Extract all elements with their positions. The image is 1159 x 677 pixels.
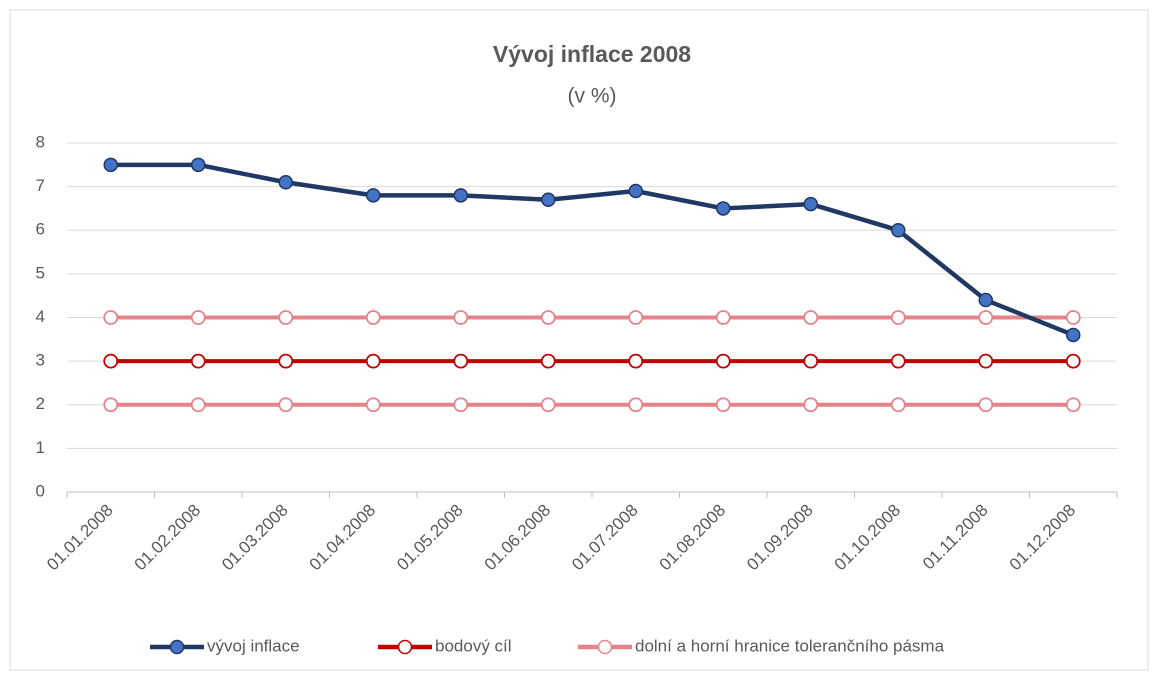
marker (715, 310, 731, 325)
marker (890, 353, 906, 369)
marker (1066, 327, 1081, 343)
y-tick-label: 0 (36, 481, 45, 500)
marker (453, 353, 469, 369)
marker (453, 188, 468, 203)
marker (365, 353, 381, 369)
marker (803, 353, 819, 369)
marker (890, 310, 906, 325)
marker (628, 310, 644, 325)
marker (190, 310, 206, 325)
marker (278, 397, 294, 413)
marker (978, 292, 993, 308)
legend-label: bodový cíl (435, 636, 512, 655)
marker (1065, 353, 1081, 369)
series-line (110, 162, 1075, 338)
marker (278, 353, 294, 369)
marker (891, 223, 906, 238)
marker (453, 310, 469, 325)
marker (715, 397, 731, 413)
y-tick-label: 1 (36, 438, 45, 457)
marker (1065, 310, 1081, 325)
chart-subtitle: (v %) (568, 85, 617, 108)
marker (628, 183, 643, 199)
marker (190, 397, 206, 413)
marker (278, 310, 294, 325)
legend-marker (597, 639, 613, 655)
legend-label: vývoj inflace (207, 636, 300, 655)
marker (1065, 397, 1081, 413)
y-tick-label: 6 (36, 220, 45, 239)
marker (803, 196, 818, 212)
y-tick-label: 7 (36, 176, 45, 195)
marker (628, 353, 644, 369)
y-tick-label: 8 (36, 132, 45, 151)
legend-label: dolní a horní hranice tolerančního pásma (635, 636, 945, 655)
y-tick-label: 4 (36, 307, 45, 326)
y-tick-label: 2 (36, 394, 45, 413)
marker (190, 353, 206, 369)
marker (103, 157, 118, 173)
marker (541, 192, 556, 207)
chart-border (9, 9, 1149, 671)
marker (103, 310, 119, 325)
marker (365, 397, 381, 413)
marker (366, 188, 381, 203)
marker (191, 157, 206, 173)
marker (716, 201, 731, 216)
marker (540, 397, 556, 413)
y-tick-label: 3 (36, 351, 45, 370)
marker (278, 175, 293, 190)
marker (715, 353, 731, 369)
marker (978, 353, 994, 369)
marker (978, 397, 994, 413)
marker (628, 397, 644, 413)
marker (803, 310, 819, 325)
legend-marker (397, 639, 413, 655)
marker (365, 310, 381, 325)
chart-title: Vývoj inflace 2008 (493, 41, 691, 67)
marker (103, 397, 119, 413)
marker (890, 397, 906, 413)
marker (540, 353, 556, 369)
y-tick-label: 5 (36, 263, 45, 282)
marker (453, 397, 469, 413)
legend-marker (169, 639, 185, 655)
marker (103, 353, 119, 369)
marker (540, 310, 556, 325)
marker (803, 397, 819, 413)
marker (978, 310, 994, 325)
